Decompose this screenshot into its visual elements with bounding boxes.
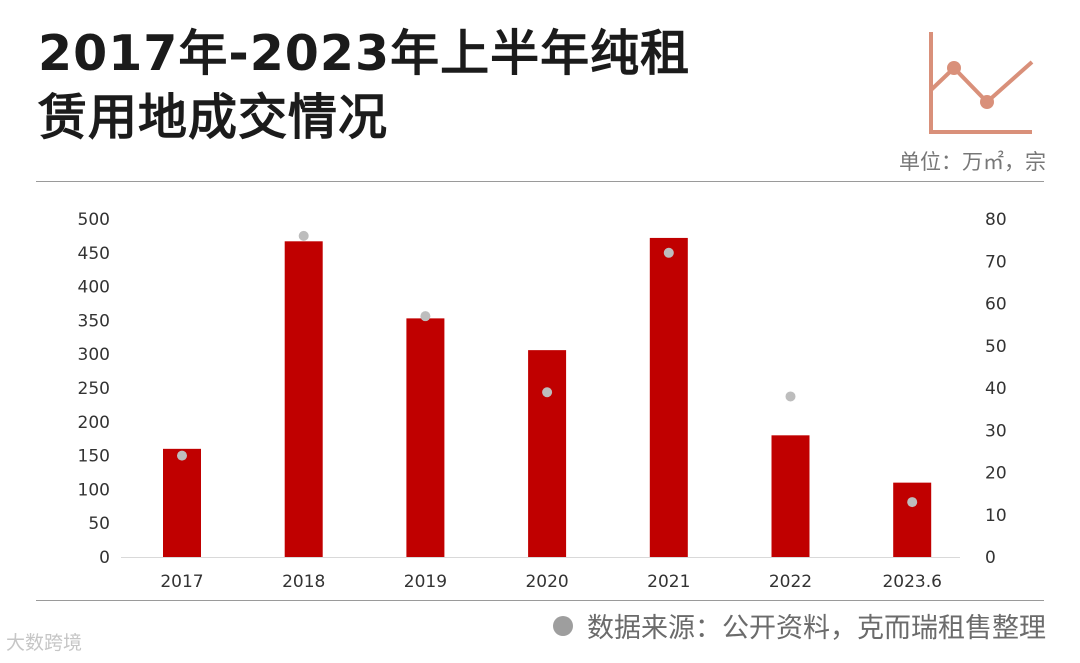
x-tick-label: 2022 xyxy=(769,572,812,592)
left-y-tick-label: 250 xyxy=(78,379,110,399)
x-tick-label: 2020 xyxy=(525,572,568,592)
source-note: 数据来源：公开资料，克而瑞租售整理 xyxy=(553,606,1046,645)
right-y-tick-label: 0 xyxy=(985,548,996,568)
right-y-tick-label: 80 xyxy=(985,210,1007,230)
right-y-tick-label: 20 xyxy=(985,464,1007,484)
right-y-tick-label: 70 xyxy=(985,252,1007,272)
left-y-tick-label: 500 xyxy=(78,210,110,230)
x-tick-label: 2018 xyxy=(282,572,325,592)
dot-point xyxy=(298,230,309,241)
unit-label: 单位：万㎡，宗 xyxy=(899,150,1046,174)
bullet-dot-icon xyxy=(553,615,573,636)
dot-point xyxy=(542,387,553,398)
dot-point xyxy=(177,450,187,461)
bar-series xyxy=(163,237,932,558)
watermark-tag: 大数跨境 xyxy=(6,632,83,654)
dot-point xyxy=(785,391,796,402)
x-tick-label: 2019 xyxy=(404,572,447,592)
bottom-divider xyxy=(36,600,1044,601)
top-divider xyxy=(36,181,1044,182)
left-y-tick-label: 450 xyxy=(78,244,110,264)
left-y-tick-label: 50 xyxy=(88,514,110,534)
chart-title: 2017年-2023年上半年纯租 赁用地成交情况 xyxy=(38,22,898,150)
x-tick-label: 2023.6 xyxy=(882,572,941,592)
bar xyxy=(406,318,445,557)
right-y-tick-label: 30 xyxy=(985,421,1007,441)
bar xyxy=(649,237,688,558)
bar xyxy=(284,241,323,558)
left-y-tick-label: 300 xyxy=(78,345,110,365)
left-y-tick-label: 0 xyxy=(99,548,110,568)
dot-point xyxy=(907,497,918,508)
chart-title-line-1: 2017年-2023年上半年纯租 xyxy=(38,25,691,82)
right-y-tick-label: 60 xyxy=(985,295,1007,315)
right-y-tick-label: 40 xyxy=(985,379,1007,399)
bar xyxy=(893,482,932,557)
dot-point xyxy=(663,247,674,258)
x-axis-labels: 2017 2018 2019 2020 2021 2022 2023.6 xyxy=(160,572,942,592)
right-y-axis: 80 70 60 50 40 30 20 10 0 xyxy=(985,210,1007,568)
left-y-tick-label: 400 xyxy=(78,278,110,298)
dot-point xyxy=(420,311,431,322)
left-y-tick-label: 100 xyxy=(78,480,110,500)
dot-series xyxy=(177,230,918,508)
source-text: 数据来源：公开资料，克而瑞租售整理 xyxy=(587,613,1046,644)
x-tick-label: 2021 xyxy=(647,572,690,592)
line-chart-logo-icon xyxy=(929,32,1034,134)
x-tick-label: 2017 xyxy=(160,572,203,592)
chart-title-line-2: 赁用地成交情况 xyxy=(38,89,389,146)
bar xyxy=(528,350,567,557)
right-y-tick-label: 10 xyxy=(985,506,1007,526)
bar xyxy=(163,448,201,557)
left-y-tick-label: 200 xyxy=(78,413,110,433)
left-y-tick-label: 150 xyxy=(78,447,110,467)
left-y-tick-label: 350 xyxy=(78,311,110,331)
right-y-tick-label: 50 xyxy=(985,337,1007,357)
bar xyxy=(771,435,810,557)
